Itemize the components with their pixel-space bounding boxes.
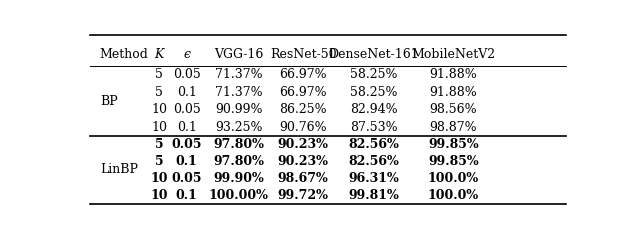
Text: MobileNetV2: MobileNetV2 xyxy=(411,48,495,61)
Text: 100.00%: 100.00% xyxy=(209,189,269,202)
Text: DenseNet-161: DenseNet-161 xyxy=(328,48,419,61)
Text: 99.81%: 99.81% xyxy=(349,189,399,202)
Text: 66.97%: 66.97% xyxy=(280,68,327,81)
Text: 99.90%: 99.90% xyxy=(213,172,264,185)
Text: 91.88%: 91.88% xyxy=(429,68,477,81)
Text: 90.23%: 90.23% xyxy=(278,155,328,168)
Text: ResNet-50: ResNet-50 xyxy=(270,48,337,61)
Text: 66.97%: 66.97% xyxy=(280,86,327,99)
Text: 10: 10 xyxy=(150,189,168,202)
Text: ϵ: ϵ xyxy=(183,48,190,61)
Text: 82.94%: 82.94% xyxy=(350,103,397,116)
Text: 0.1: 0.1 xyxy=(176,189,198,202)
Text: 90.23%: 90.23% xyxy=(278,138,328,151)
Text: 0.05: 0.05 xyxy=(172,172,202,185)
Text: VGG-16: VGG-16 xyxy=(214,48,264,61)
Text: 0.1: 0.1 xyxy=(177,86,196,99)
Text: 58.25%: 58.25% xyxy=(350,68,397,81)
Text: 99.85%: 99.85% xyxy=(428,155,479,168)
Text: 82.56%: 82.56% xyxy=(349,155,399,168)
Text: 90.76%: 90.76% xyxy=(280,121,327,134)
Text: 99.72%: 99.72% xyxy=(278,189,328,202)
Text: BP: BP xyxy=(100,94,118,108)
Text: 10: 10 xyxy=(152,103,168,116)
Text: Method: Method xyxy=(100,48,148,61)
Text: 99.85%: 99.85% xyxy=(428,138,479,151)
Text: 90.99%: 90.99% xyxy=(215,103,262,116)
Text: 98.67%: 98.67% xyxy=(278,172,328,185)
Text: 82.56%: 82.56% xyxy=(349,138,399,151)
Text: 86.25%: 86.25% xyxy=(280,103,327,116)
Text: 5: 5 xyxy=(155,138,164,151)
Text: 58.25%: 58.25% xyxy=(350,86,397,99)
Text: LinBP: LinBP xyxy=(100,163,138,176)
Text: 97.80%: 97.80% xyxy=(213,138,264,151)
Text: 96.31%: 96.31% xyxy=(349,172,399,185)
Text: 0.05: 0.05 xyxy=(173,68,200,81)
Text: 71.37%: 71.37% xyxy=(215,68,262,81)
Text: 0.05: 0.05 xyxy=(173,103,200,116)
Text: 100.0%: 100.0% xyxy=(428,189,479,202)
Text: 91.88%: 91.88% xyxy=(429,86,477,99)
Text: 93.25%: 93.25% xyxy=(215,121,262,134)
Text: 5: 5 xyxy=(156,86,163,99)
Text: 10: 10 xyxy=(150,172,168,185)
Text: 0.1: 0.1 xyxy=(176,155,198,168)
Text: 10: 10 xyxy=(152,121,168,134)
Text: K: K xyxy=(155,48,164,61)
Text: 98.87%: 98.87% xyxy=(429,121,477,134)
Text: 0.1: 0.1 xyxy=(177,121,196,134)
Text: 5: 5 xyxy=(156,68,163,81)
Text: 5: 5 xyxy=(155,155,164,168)
Text: 71.37%: 71.37% xyxy=(215,86,262,99)
Text: 98.56%: 98.56% xyxy=(429,103,477,116)
Text: 100.0%: 100.0% xyxy=(428,172,479,185)
Text: 97.80%: 97.80% xyxy=(213,155,264,168)
Text: 0.05: 0.05 xyxy=(172,138,202,151)
Text: 87.53%: 87.53% xyxy=(350,121,397,134)
